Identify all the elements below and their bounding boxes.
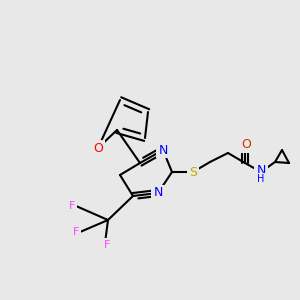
Text: F: F [104, 240, 110, 250]
Text: F: F [69, 201, 75, 211]
Text: H: H [257, 174, 265, 184]
Text: N: N [158, 143, 168, 157]
Text: S: S [189, 166, 197, 178]
Text: O: O [241, 139, 251, 152]
Text: N: N [256, 164, 266, 176]
Text: F: F [73, 227, 79, 237]
Text: N: N [153, 187, 163, 200]
Text: O: O [93, 142, 103, 154]
